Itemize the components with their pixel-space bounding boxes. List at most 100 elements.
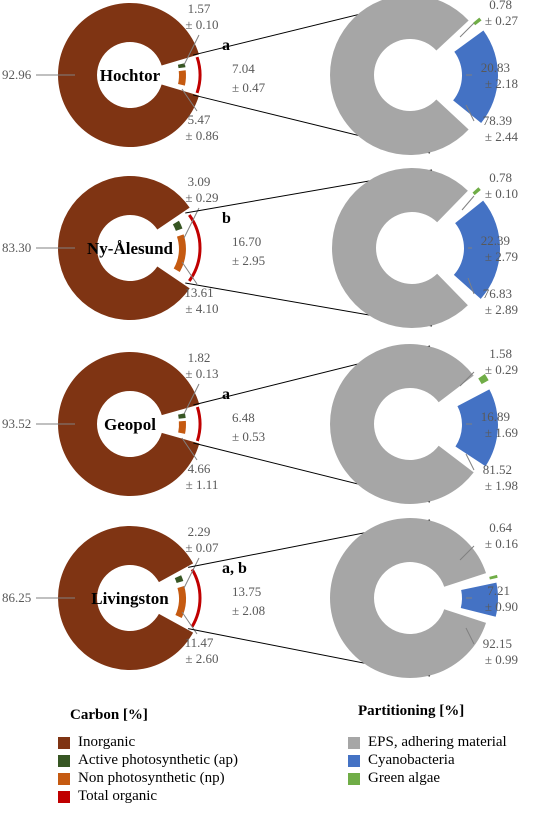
- legend-label: Cyanobacteria: [368, 752, 455, 768]
- green-value: 0.64: [489, 520, 512, 535]
- legend-item-cyanobacteria: Cyanobacteria: [348, 752, 455, 769]
- ap-value: 2.29: [188, 524, 211, 539]
- legend-label: Total organic: [78, 788, 158, 804]
- cyanobacteria-slice: [460, 582, 498, 617]
- legend-item-green-algae: Green algae: [348, 770, 440, 787]
- ap-slice: [174, 575, 184, 584]
- significance-letter: a, b: [222, 560, 247, 577]
- np-slice: [178, 420, 186, 434]
- np-value: 13.61: [184, 285, 213, 300]
- ap-error: ± 0.29: [185, 190, 218, 205]
- total-error: ± 2.95: [232, 253, 265, 268]
- eps-slice: [329, 0, 469, 155]
- eps-value: 76.83: [483, 286, 512, 301]
- carbon-legend-title: Carbon [%]: [70, 707, 148, 723]
- green-leader: [459, 545, 475, 561]
- green-value: 1.58: [489, 346, 512, 361]
- ap-slice: [177, 63, 186, 69]
- total-value: 6.48: [232, 410, 255, 425]
- legend-swatch-eps: [348, 736, 360, 749]
- green-error: ± 0.29: [485, 362, 518, 377]
- cyano-value: 20.83: [481, 60, 510, 75]
- np-value: 11.47: [185, 635, 214, 650]
- ap-error: ± 0.10: [185, 17, 218, 32]
- green-leader: [461, 195, 475, 211]
- cyano-error: ± 0.90: [485, 599, 518, 614]
- ap-leader: [183, 557, 200, 589]
- site-name: Geopol: [104, 415, 156, 434]
- eps-value: 81.52: [483, 462, 512, 477]
- green-algae-slice: [472, 187, 481, 196]
- green-value: 0.78: [489, 170, 512, 185]
- eps-leader: [467, 277, 475, 295]
- cyano-value: 22.39: [481, 233, 510, 248]
- inorganic-slice: [58, 176, 190, 320]
- green-algae-slice: [473, 17, 482, 26]
- eps-leader: [465, 104, 475, 122]
- legend-item-non-photosynthetic: Non photosynthetic (np): [58, 770, 225, 787]
- legend-label: Active photosynthetic (ap): [78, 752, 238, 768]
- np-error: ± 2.60: [185, 651, 218, 666]
- cyano-value: 7.21: [487, 583, 510, 598]
- eps-slice: [331, 168, 468, 328]
- legend-swatch-total: [58, 790, 70, 803]
- legend-swatch-ap: [58, 754, 70, 767]
- inorganic-slice: [58, 352, 200, 496]
- inorganic-value: 83.30: [2, 240, 31, 255]
- eps-slice: [329, 518, 487, 679]
- ap-leader: [183, 34, 200, 66]
- legend-item-eps: EPS, adhering material: [348, 734, 507, 751]
- partition-legend-title: Partitioning [%]: [358, 703, 465, 719]
- np-error: ± 0.86: [185, 128, 219, 143]
- cyano-error: ± 1.69: [485, 425, 518, 440]
- ap-slice: [172, 220, 183, 231]
- total-organic-bracket: [188, 214, 202, 282]
- total-value: 16.70: [232, 234, 261, 249]
- total-error: ± 2.08: [232, 603, 265, 618]
- np-leader: [181, 261, 198, 285]
- np-value: 5.47: [188, 112, 211, 127]
- ap-value: 1.57: [188, 1, 211, 16]
- site-name: Ny-Ålesund: [87, 239, 174, 258]
- ap-value: 3.09: [188, 174, 211, 189]
- legend-item-inorganic: Inorganic: [58, 734, 135, 751]
- green-leader: [459, 371, 475, 387]
- cyanobacteria-slice: [453, 200, 500, 299]
- site-name: Hochtor: [100, 66, 161, 85]
- total-organic-bracket: [190, 568, 202, 628]
- cyano-error: ± 2.79: [485, 249, 518, 264]
- legend-label: EPS, adhering material: [368, 734, 507, 750]
- np-leader: [181, 437, 198, 461]
- inorganic-slice: [58, 525, 194, 670]
- ap-leader: [183, 383, 200, 415]
- inorganic-slice: [58, 2, 199, 147]
- legend-swatch-cyano: [348, 754, 360, 767]
- np-value: 4.66: [188, 461, 211, 476]
- cyano-value: 16.89: [481, 409, 510, 424]
- legend-swatch-green: [348, 772, 360, 785]
- inorganic-value: 92.96: [2, 67, 32, 82]
- ap-error: ± 0.13: [185, 366, 218, 381]
- eps-error: ± 1.98: [485, 478, 518, 493]
- legend-label: Inorganic: [78, 734, 136, 750]
- green-error: ± 0.10: [485, 186, 518, 201]
- total-organic-bracket: [195, 406, 202, 442]
- green-leader: [459, 22, 475, 38]
- eps-value: 78.39: [483, 113, 512, 128]
- inorganic-value: 86.25: [2, 590, 31, 605]
- total-value: 7.04: [232, 61, 255, 76]
- total-error: ± 0.53: [232, 429, 265, 444]
- np-slice: [175, 586, 186, 618]
- np-leader: [181, 88, 198, 112]
- green-value: 0.78: [489, 0, 512, 12]
- eps-error: ± 2.44: [485, 129, 519, 144]
- significance-letter: a: [222, 37, 230, 54]
- np-slice: [178, 70, 186, 86]
- site-name: Livingston: [91, 589, 169, 608]
- eps-value: 92.15: [483, 636, 512, 651]
- ap-leader: [183, 207, 200, 239]
- green-error: ± 0.27: [485, 13, 519, 28]
- total-value: 13.75: [232, 584, 261, 599]
- eps-error: ± 2.89: [485, 302, 518, 317]
